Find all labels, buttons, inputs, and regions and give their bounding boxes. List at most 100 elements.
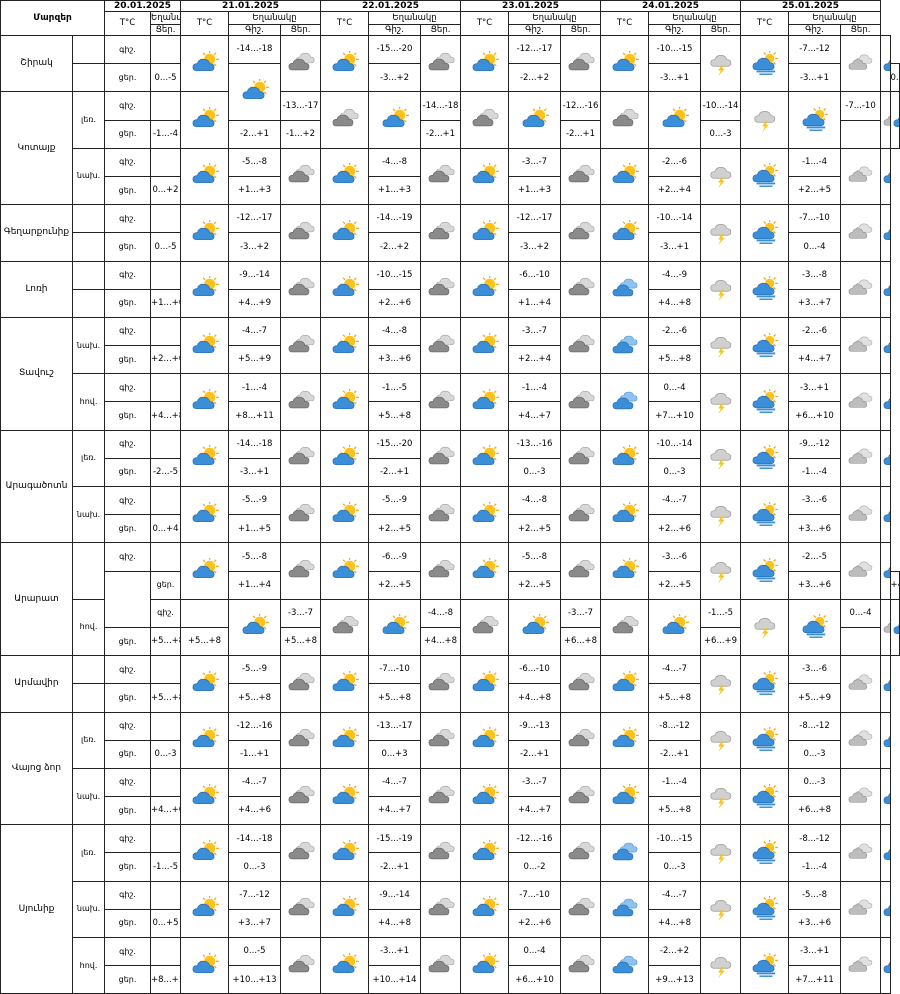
temp-value: +2...+5 — [788, 175, 842, 206]
weather-header: Եղանակը — [508, 11, 602, 25]
temp-value: +4...+8 — [368, 908, 422, 939]
region-name: Տավուշ — [0, 316, 73, 431]
time-of-day: գիշ. — [150, 598, 182, 628]
cloud-light-icon — [840, 936, 882, 994]
temp-value: -6...-10 — [508, 260, 562, 290]
sun-cloud-icon — [320, 204, 370, 262]
temp-value: -2...+1 — [420, 119, 462, 149]
cloud-storm-icon — [700, 767, 742, 826]
weather-header: Եղանակը — [368, 11, 462, 25]
sun-cloud-rain-icon — [740, 542, 790, 600]
temp-value: -1...+2 — [280, 119, 322, 149]
sun-cloud-icon — [320, 936, 370, 994]
temp-value: -3...-6 — [788, 655, 842, 685]
temp-value: -3...+1 — [228, 457, 282, 488]
sun-cloud-icon — [460, 711, 510, 769]
cloud-light-icon — [840, 147, 882, 206]
cloud-blue-icon — [600, 936, 650, 994]
cloud-gray-icon — [420, 824, 462, 882]
temp-value: -4...-8 — [508, 485, 562, 516]
time-of-day: ցեր. — [104, 232, 152, 262]
temp-value: -13...-17 — [368, 711, 422, 741]
temp-value: -1...-4 — [788, 457, 842, 488]
sun-cloud-rain-icon — [740, 204, 790, 262]
temp-value: +5...+8 — [150, 626, 182, 657]
time-of-day: ցեր. — [104, 626, 152, 657]
temp-value — [150, 824, 182, 854]
cloud-storm-icon — [740, 91, 790, 149]
sun-cloud-icon — [460, 373, 510, 431]
cloud-light-icon — [840, 655, 882, 713]
temp-value: -3...+2 — [508, 232, 562, 262]
sun-cloud-icon — [320, 542, 370, 600]
temp-value: -4...-7 — [648, 880, 702, 910]
cloud-light-icon — [879, 598, 891, 657]
temp-value: 0...-3 — [788, 739, 842, 769]
time-of-day: ցեր. — [104, 796, 152, 826]
temp-value: -3...-7 — [280, 598, 322, 628]
sun-cloud-rain-icon — [740, 429, 790, 488]
sun-cloud-rain-icon — [788, 598, 842, 657]
cloud-gray-icon — [320, 598, 370, 657]
time-of-day: գիշ. — [104, 542, 152, 572]
cloud-storm-icon — [700, 429, 742, 488]
region-name: Կոտայք — [0, 91, 73, 206]
temp-value — [150, 373, 182, 403]
temp-value: +3...+7 — [788, 288, 842, 318]
sun-cloud-icon — [320, 711, 370, 769]
time-of-day: ցեր. — [104, 288, 152, 318]
temp-value: 0...-4 — [648, 373, 702, 403]
cloud-gray-icon — [280, 655, 322, 713]
temp-value — [150, 711, 182, 741]
temp-value: -3...+1 — [368, 936, 422, 967]
time-of-day: գիշ. — [104, 880, 152, 910]
altitude-zone: լեռ. — [71, 711, 106, 769]
temp-value: -4...-7 — [228, 767, 282, 798]
cloud-gray-icon — [560, 711, 602, 769]
time-of-day: գիշ. — [104, 204, 152, 234]
altitude-zone: նախ. — [71, 316, 106, 375]
temp-value: -7...-10 — [368, 655, 422, 685]
temp-value: +6...+9 — [700, 626, 742, 657]
region-name: Շիրակ — [0, 34, 73, 93]
sun-cloud-icon — [508, 91, 562, 149]
temp-value — [150, 34, 182, 65]
temp-value: +2...+5 — [368, 570, 422, 600]
temp-header: T°C — [320, 11, 370, 36]
cloud-gray-icon — [280, 316, 322, 375]
temp-value: -5...-8 — [228, 147, 282, 177]
temp-value: -15...-19 — [368, 824, 422, 854]
sun-cloud-rain-icon — [740, 655, 790, 713]
sun-cloud-icon — [180, 91, 230, 149]
temp-value: 0...+5 — [150, 908, 182, 939]
temp-value: +2...+5 — [508, 570, 562, 600]
temp-value: 0...-4 — [889, 63, 900, 93]
sun-cloud-rain-icon — [740, 711, 790, 769]
cloud-gray-icon — [280, 767, 322, 826]
temp-value: -8...-12 — [788, 711, 842, 741]
sun-cloud-icon — [460, 936, 510, 994]
temp-value: -2...+1 — [508, 739, 562, 769]
sun-cloud-icon — [180, 204, 230, 262]
sun-cloud-icon — [879, 429, 891, 488]
sun-cloud-icon — [879, 316, 891, 375]
sun-cloud-icon — [460, 204, 510, 262]
temp-value: -3...-6 — [648, 542, 702, 572]
time-of-day: ցեր. — [104, 852, 152, 882]
sun-cloud-icon — [320, 429, 370, 488]
temp-value: +3...+6 — [368, 345, 422, 375]
temp-value: +1...+4 — [228, 570, 282, 600]
temp-value: +5...+8 — [150, 683, 182, 713]
time-of-day: ցեր. — [104, 908, 152, 939]
time-of-day: գիշ. — [104, 316, 152, 347]
sun-cloud-icon — [320, 485, 370, 544]
temp-value: -5...-9 — [228, 655, 282, 685]
sun-cloud-icon — [879, 824, 891, 882]
sun-cloud-icon — [320, 880, 370, 939]
cloud-gray-icon — [420, 373, 462, 431]
temp-value: +5...+8 — [180, 626, 230, 657]
sun-cloud-rain-icon — [740, 767, 790, 826]
temp-value: -10...-14 — [648, 429, 702, 459]
sun-cloud-icon — [320, 824, 370, 882]
sun-cloud-icon — [320, 373, 370, 431]
